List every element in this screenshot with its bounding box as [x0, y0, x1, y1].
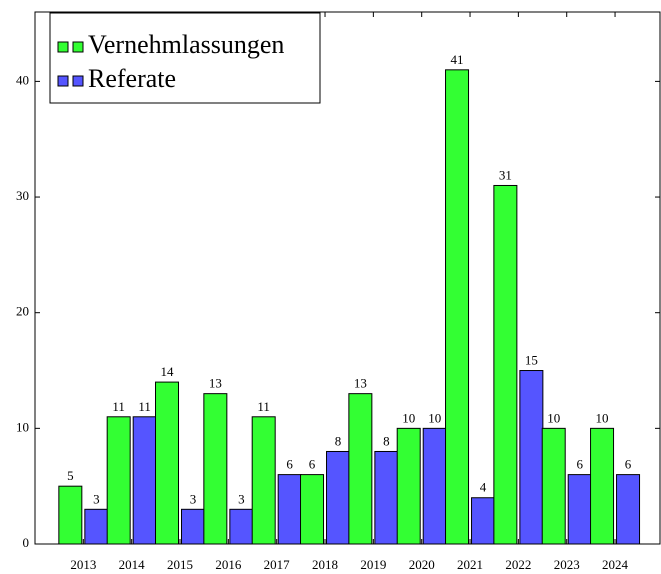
data-label: 10	[428, 410, 441, 425]
data-label: 6	[309, 457, 316, 472]
y-tick-label: 10	[16, 419, 29, 434]
bar	[155, 381, 180, 545]
bar	[567, 474, 592, 545]
x-tick-label: 2016	[215, 557, 242, 572]
legend-box	[49, 12, 321, 104]
legend-swatch	[72, 41, 84, 53]
bar	[300, 474, 325, 545]
data-label: 14	[161, 364, 175, 379]
y-tick-label: 30	[16, 188, 29, 203]
x-tick-label: 2015	[167, 557, 193, 572]
bar	[445, 69, 470, 545]
data-label: 11	[112, 399, 125, 414]
bar	[493, 184, 518, 545]
y-tick-label: 20	[16, 304, 29, 319]
data-label: 11	[257, 399, 270, 414]
data-label: 4	[480, 480, 487, 495]
data-label: 3	[238, 491, 245, 506]
x-tick-label: 2013	[70, 557, 96, 572]
bar	[132, 416, 157, 545]
x-tick-label: 2017	[264, 557, 291, 572]
data-label: 6	[286, 457, 293, 472]
bar	[84, 508, 109, 545]
bar	[229, 508, 254, 545]
bar	[590, 427, 615, 545]
data-label: 6	[625, 457, 632, 472]
y-tick-label: 0	[23, 535, 30, 550]
bar	[616, 474, 641, 545]
bar	[203, 393, 228, 545]
bar	[181, 508, 206, 545]
bar	[251, 416, 276, 545]
x-tick-label: 2014	[119, 557, 146, 572]
x-tick-label: 2022	[505, 557, 531, 572]
bar	[471, 497, 496, 545]
x-tick-label: 2024	[602, 557, 629, 572]
bar	[326, 450, 351, 545]
data-label: 5	[67, 468, 74, 483]
data-label: 3	[190, 491, 197, 506]
legend-swatch	[57, 41, 69, 53]
bar	[541, 427, 566, 545]
x-tick-label: 2023	[554, 557, 580, 572]
x-tick-label: 2018	[312, 557, 338, 572]
bar	[396, 427, 421, 545]
x-tick-label: 2020	[409, 557, 435, 572]
y-tick-label: 40	[16, 72, 29, 87]
data-label: 6	[576, 457, 583, 472]
data-label: 11	[138, 399, 151, 414]
data-label: 15	[525, 353, 538, 368]
legend-swatch	[72, 75, 84, 87]
legend-label: Referate	[88, 64, 176, 93]
bar	[277, 474, 302, 545]
data-label: 10	[547, 410, 560, 425]
bar	[422, 427, 447, 545]
bar	[374, 450, 399, 545]
data-label: 3	[93, 491, 100, 506]
data-label: 8	[383, 433, 390, 448]
legend-swatch	[57, 75, 69, 87]
bar	[106, 416, 131, 545]
data-label: 10	[402, 410, 415, 425]
data-label: 8	[335, 433, 342, 448]
bar	[519, 370, 544, 545]
bar	[58, 485, 83, 545]
data-label: 13	[209, 376, 222, 391]
legend-label: Vernehmlassungen	[88, 30, 284, 59]
data-label: 10	[596, 410, 609, 425]
data-label: 13	[354, 376, 367, 391]
x-tick-label: 2019	[360, 557, 386, 572]
bar	[348, 393, 373, 545]
data-label: 41	[451, 52, 464, 67]
plot-frame	[34, 11, 661, 545]
x-tick-label: 2021	[457, 557, 483, 572]
data-label: 31	[499, 167, 512, 182]
